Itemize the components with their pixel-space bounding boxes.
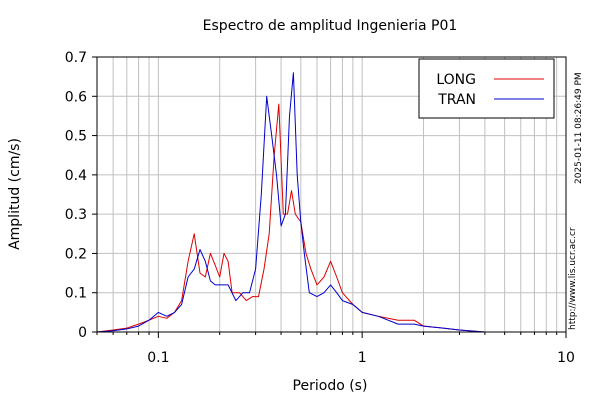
y-tick-label: 0.1 [65,286,87,302]
x-tick-label: 10 [557,350,575,366]
x-axis-label: Periodo (s) [293,378,368,394]
timestamp-text: 2025-01-11 08:26:49 PM [574,72,584,184]
chart-title: Espectro de amplitud Ingenieria P01 [203,18,458,34]
y-tick-label: 0.6 [65,89,87,105]
series-line-tran [96,72,566,333]
axis-ticks: 0 0.1 0.2 0.3 0.4 0.5 0.6 0.7 0.1 1 10 [65,50,575,366]
x-tick-label: 0.1 [147,350,169,366]
legend: LONG TRAN [418,58,555,119]
series-line-long [96,103,566,333]
y-tick-label: 0.3 [65,207,87,223]
legend-label-long: LONG [436,72,476,88]
y-tick-label: 0.4 [65,168,87,184]
y-tick-label: 0 [78,325,87,341]
series-layer [96,72,566,333]
x-tick-label: 1 [358,350,367,366]
legend-label-tran: TRAN [437,92,476,108]
plot-frame [96,56,567,333]
y-tick-label: 0.2 [65,246,87,262]
legend-box [418,58,555,119]
source-url-text: http://www.lis.ucr.ac.cr [568,227,578,330]
y-tick-label: 0.7 [65,50,87,66]
y-axis-label: Amplitud (cm/s) [7,138,23,250]
y-tick-label: 0.5 [65,129,87,145]
